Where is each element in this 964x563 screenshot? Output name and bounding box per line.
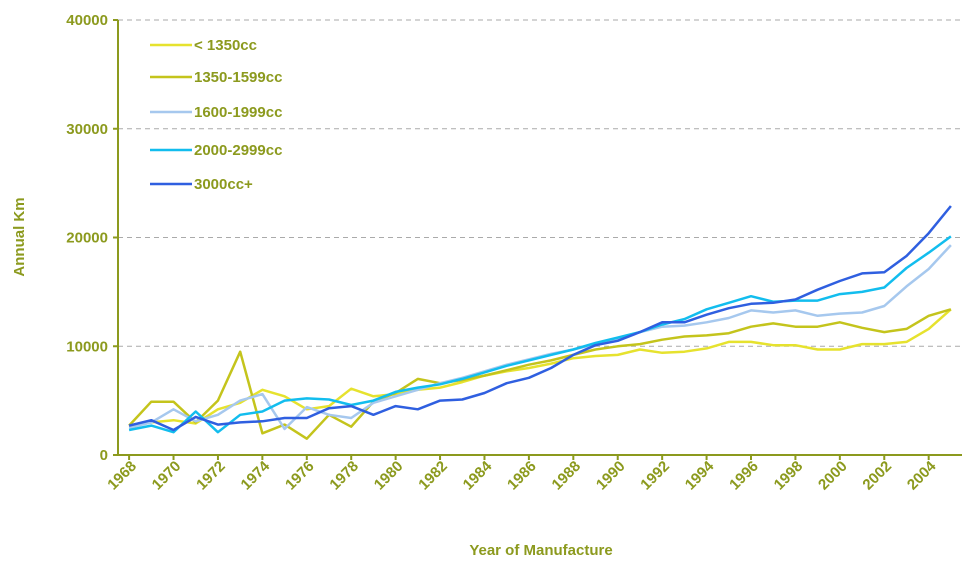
x-tick-label: 2004 [904,457,940,493]
series-line [128,235,952,434]
y-tick-label: 0 [100,447,108,464]
x-tick-label: 1998 [771,458,807,494]
series-line [128,244,952,431]
legend-label: 3000cc+ [194,176,253,193]
legend-label: < 1350cc [194,37,257,54]
x-tick-label: 2002 [859,458,895,494]
series-line [128,308,952,428]
x-tick-label: 1988 [549,458,585,494]
x-tick-label: 1978 [326,458,362,494]
x-tick-label: 1994 [682,457,718,493]
x-tick-label: 1976 [282,458,318,494]
x-tick-label: 1984 [460,457,496,493]
x-tick-label: 1986 [504,458,540,494]
x-tick-label: 1996 [726,458,762,494]
y-tick-label: 10000 [66,338,108,355]
legend-label: 1350-1599cc [194,69,282,86]
y-axis-label: Annual Km [11,197,28,276]
legend-label: 2000-2999cc [194,142,282,159]
series-line [128,205,952,432]
x-axis-label: Year of Manufacture [469,542,612,559]
x-tick-label: 2000 [815,458,851,494]
y-tick-label: 30000 [66,121,108,138]
x-tick-label: 1982 [415,458,451,494]
y-tick-label: 20000 [66,230,108,247]
x-tick-label: 1970 [149,458,185,494]
legend-label: 1600-1999cc [194,104,282,121]
x-tick-label: 1992 [637,458,673,494]
y-tick-label: 40000 [66,12,108,29]
x-tick-label: 1972 [193,458,229,494]
x-tick-label: 1968 [104,458,140,494]
series-line [128,308,952,440]
x-tick-label: 1974 [238,457,274,493]
x-tick-label: 1980 [371,458,407,494]
x-tick-label: 1990 [593,458,629,494]
